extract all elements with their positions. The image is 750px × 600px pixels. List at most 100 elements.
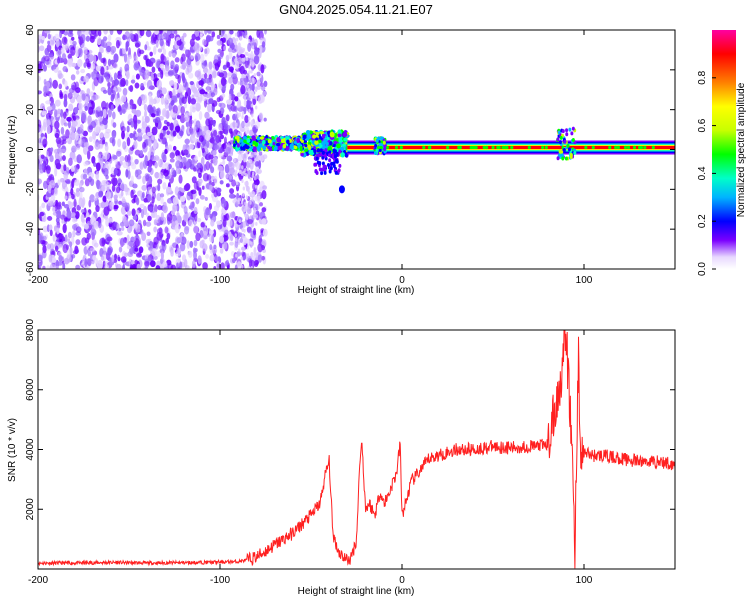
noise-blob bbox=[91, 71, 97, 80]
noise-blob bbox=[65, 180, 71, 185]
noise-blob bbox=[61, 139, 67, 145]
colorbar-label: Normalized spectral amplitude bbox=[736, 82, 747, 217]
noise-blob bbox=[83, 161, 89, 167]
noise-blob bbox=[134, 209, 140, 216]
noise-blob bbox=[246, 129, 250, 134]
noise-blob bbox=[254, 95, 258, 100]
band-blob bbox=[484, 145, 489, 150]
noise-blob bbox=[247, 190, 251, 195]
noise-blob bbox=[168, 80, 175, 86]
noise-blob bbox=[101, 184, 106, 192]
band-blob bbox=[252, 140, 257, 145]
noise-blob bbox=[103, 131, 110, 139]
noise-blob bbox=[130, 121, 135, 128]
band-blob bbox=[584, 145, 588, 150]
noise-blob bbox=[217, 71, 221, 77]
noise-blob bbox=[107, 79, 111, 89]
snr-y-ticks: 8000 6000 4000 2000 bbox=[25, 318, 675, 520]
noise-blob bbox=[46, 177, 50, 186]
noise-blob bbox=[57, 179, 61, 186]
noise-blob bbox=[48, 52, 54, 58]
noise-blob bbox=[86, 61, 92, 69]
noise-blob bbox=[44, 47, 50, 56]
noise-blob bbox=[245, 150, 248, 155]
noise-blob bbox=[64, 195, 68, 200]
noise-blob bbox=[54, 33, 60, 42]
x-tick-label: -100 bbox=[210, 575, 230, 586]
noise-blob bbox=[97, 116, 103, 122]
band-blob bbox=[329, 166, 333, 171]
noise-blob bbox=[235, 37, 239, 42]
noise-blob bbox=[172, 88, 176, 97]
noise-blob bbox=[129, 84, 134, 93]
noise-blob bbox=[108, 241, 112, 248]
noise-blob bbox=[147, 59, 152, 67]
noise-blob bbox=[248, 70, 251, 75]
noise-blob bbox=[75, 190, 80, 197]
noise-blob bbox=[63, 111, 67, 119]
noise-blob bbox=[50, 195, 56, 200]
band-blob bbox=[318, 167, 322, 172]
band-blob bbox=[259, 136, 264, 140]
noise-blob bbox=[71, 235, 75, 245]
noise-blob bbox=[241, 165, 244, 170]
noise-blob bbox=[250, 54, 253, 59]
noise-blob bbox=[178, 130, 184, 137]
noise-blob bbox=[46, 30, 51, 34]
noise-blob bbox=[241, 246, 246, 251]
band-blob bbox=[422, 145, 426, 150]
noise-blob bbox=[192, 88, 198, 94]
band-blob bbox=[337, 168, 341, 173]
noise-blob bbox=[81, 30, 86, 33]
noise-blob bbox=[208, 184, 213, 191]
noise-blob bbox=[88, 136, 93, 143]
noise-blob bbox=[102, 195, 107, 203]
noise-blob bbox=[166, 109, 170, 119]
noise-blob bbox=[174, 125, 181, 133]
x-tick-label: 0 bbox=[399, 275, 405, 286]
noise-blob bbox=[144, 260, 150, 267]
noise-blob bbox=[137, 98, 141, 105]
noise-blob bbox=[67, 58, 73, 68]
band-blob bbox=[280, 138, 286, 144]
noise-blob bbox=[165, 237, 170, 245]
noise-blob bbox=[195, 36, 201, 41]
colorbar-tick-label: 0.0 bbox=[697, 262, 708, 276]
noise-blob bbox=[238, 42, 241, 47]
noise-blob bbox=[182, 254, 187, 262]
noise-blob bbox=[44, 55, 50, 62]
noise-blob bbox=[47, 216, 53, 221]
noise-blob bbox=[48, 175, 53, 180]
band-blob bbox=[335, 159, 339, 164]
noise-blob bbox=[225, 174, 229, 179]
noise-blob bbox=[185, 114, 189, 123]
colorbar-ticks: 0.0 0.2 0.4 0.6 0.8 bbox=[697, 70, 716, 276]
noise-blob bbox=[141, 232, 147, 242]
noise-blob bbox=[61, 219, 65, 224]
noise-blob bbox=[219, 180, 224, 185]
band-blob bbox=[340, 146, 345, 152]
noise-blob bbox=[137, 131, 143, 137]
noise-blob bbox=[249, 94, 253, 99]
noise-blob bbox=[248, 90, 251, 95]
band-blob bbox=[329, 136, 335, 140]
band-blob bbox=[340, 152, 345, 158]
colorbar-tick-label: 0.6 bbox=[697, 118, 708, 132]
noise-blob bbox=[176, 40, 182, 46]
noise-blob bbox=[51, 64, 57, 70]
noise-blob bbox=[148, 176, 153, 185]
noise-blob bbox=[219, 134, 225, 140]
noise-blob bbox=[250, 265, 253, 269]
noise-blob bbox=[167, 163, 172, 170]
noise-blob bbox=[165, 164, 169, 171]
noise-blob bbox=[241, 171, 244, 176]
noise-blob bbox=[143, 55, 148, 61]
noise-blob bbox=[67, 92, 73, 100]
band-blob bbox=[338, 163, 342, 168]
band-blob bbox=[544, 145, 548, 150]
noise-blob bbox=[57, 50, 62, 55]
noise-blob bbox=[179, 195, 186, 203]
noise-blob bbox=[244, 172, 248, 177]
noise-blob bbox=[251, 197, 254, 202]
noise-blob bbox=[228, 161, 233, 168]
